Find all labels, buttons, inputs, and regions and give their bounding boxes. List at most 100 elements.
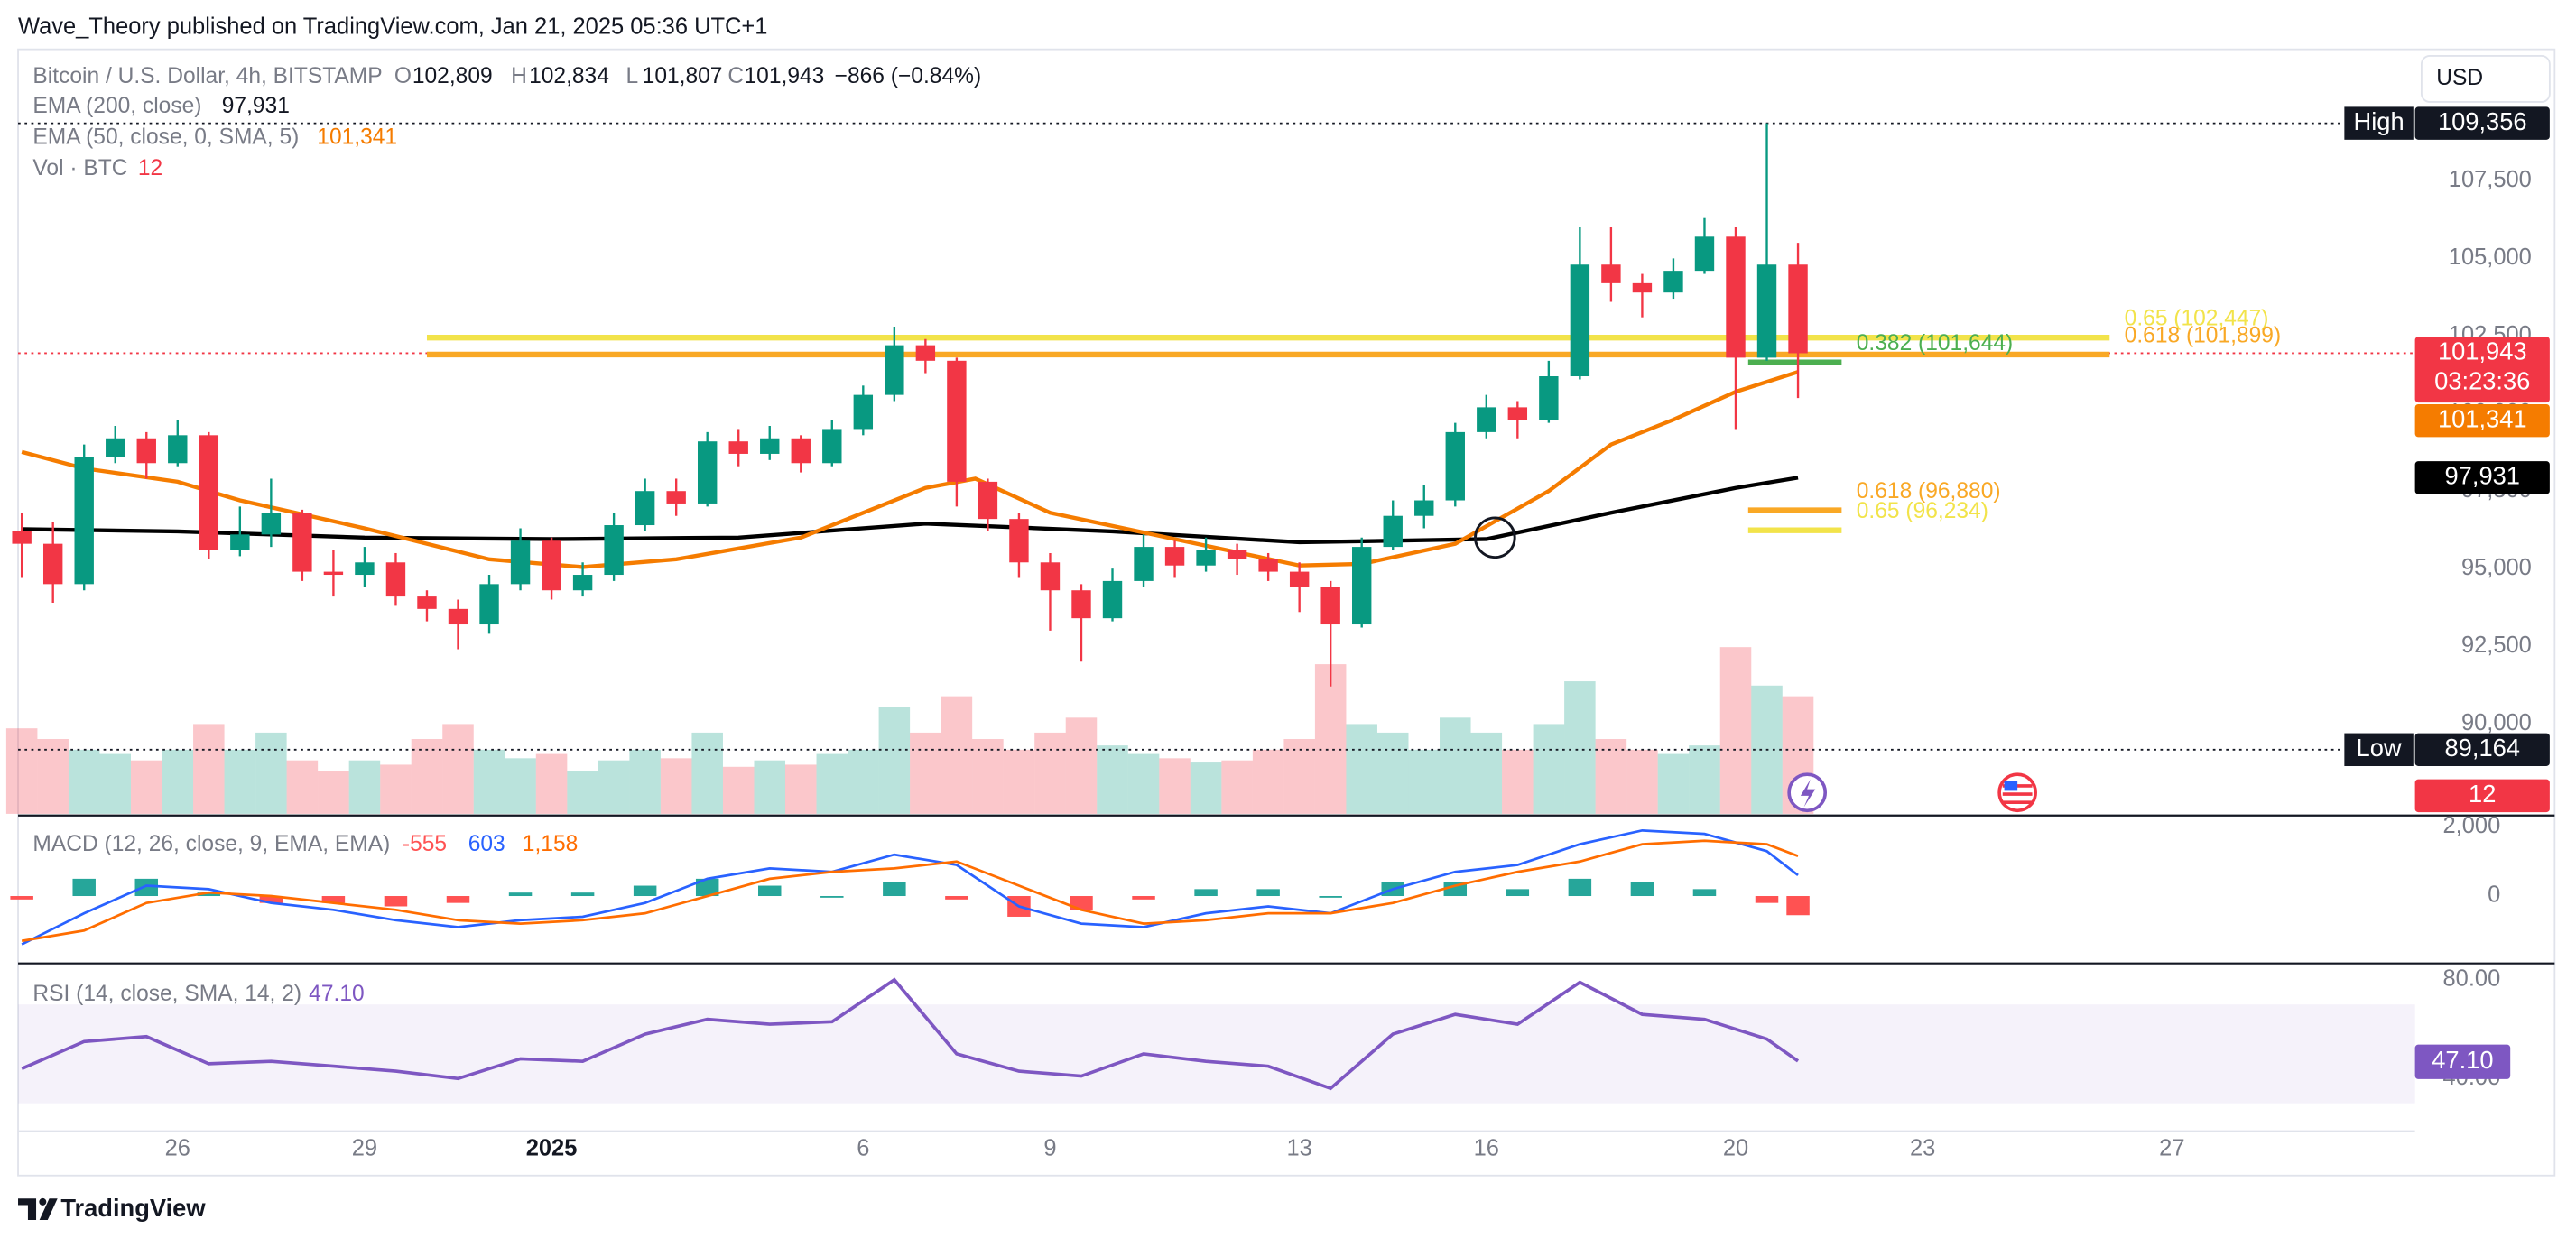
volume-bar (1470, 732, 1503, 814)
ema50-tag-box (2414, 403, 2550, 438)
volume-bar (1314, 664, 1347, 814)
volume-bar (442, 724, 474, 814)
candle-body (791, 438, 811, 464)
candle-body (1507, 407, 1528, 420)
ema200-value: 97,931 (222, 94, 290, 118)
candle-body (1258, 559, 1278, 572)
candle-body (448, 608, 468, 625)
candle-body (947, 360, 967, 482)
volume-bar (598, 760, 630, 814)
candle-body (1445, 431, 1465, 501)
candle-body (1632, 282, 1653, 293)
volume-bar (941, 696, 973, 814)
x-tick-label: 20 (1723, 1135, 1748, 1160)
ohlc-value: 101,807 (643, 64, 723, 88)
volume-bar (1440, 717, 1471, 814)
candle-body (136, 438, 156, 464)
rsi-tag-text: 47.10 (2432, 1046, 2493, 1074)
ema200-tag: 97,931 (2414, 461, 2550, 494)
volume-bar (1595, 739, 1627, 814)
candle-body (604, 525, 624, 576)
crossover-marker (1474, 516, 1516, 559)
volume-tag-text: 12 (2469, 780, 2496, 808)
candle-body (1570, 264, 1590, 377)
candle-body (1694, 236, 1715, 272)
macd-histogram-bar (197, 892, 221, 897)
last-price-tag-text: 03:23:36 (2434, 366, 2530, 394)
volume-bar (193, 724, 225, 814)
volume-bar (1252, 749, 1284, 814)
extreme-tag (2344, 106, 2414, 140)
last-price-tag-box (2414, 337, 2550, 403)
volume-bar (1283, 739, 1315, 814)
candle-body (885, 345, 904, 395)
ema50-tag: 101,341 (2414, 403, 2550, 438)
extreme-tag (2344, 733, 2414, 767)
volume-bar (473, 749, 505, 814)
candle-body (728, 441, 748, 454)
candle-body (1756, 264, 1777, 358)
candle-body (1289, 571, 1310, 587)
ohlc-value: 102,834 (529, 64, 609, 88)
candle-body (292, 513, 312, 572)
volume-bar (411, 739, 443, 814)
volume-bar (660, 758, 692, 814)
plot-layer: 87,50090,00092,50095,00097,500100,000102… (5, 106, 2550, 1160)
y-tick-label: 90,000 (2461, 710, 2532, 735)
y-tick-label: 0 (2488, 882, 2500, 908)
candle-body (1134, 547, 1154, 581)
macd-histogram-bar (820, 896, 844, 898)
volume-bar (255, 732, 287, 814)
macd-histogram-bar (1568, 878, 1592, 897)
candle-body (1102, 580, 1123, 619)
y-tick-label: 92,500 (2461, 633, 2532, 658)
ema200-tag-text: 97,931 (2445, 462, 2520, 490)
x-tick-label: 27 (2159, 1135, 2184, 1160)
rsi-line (21, 977, 1800, 1091)
candle-body (74, 457, 94, 585)
currency-button[interactable] (2420, 55, 2551, 103)
volume-bar (878, 707, 911, 814)
fib-level-label: 0.618 (96,880) (1857, 479, 2001, 504)
ohlc-key: H (511, 64, 527, 88)
ema50-legend: EMA (50, close, 0, SMA, 5) (32, 125, 299, 150)
volume-bar (1065, 717, 1098, 814)
y-tick-label: 105,000 (2449, 245, 2532, 270)
candle-body (1383, 515, 1403, 548)
ohlc-key: O (394, 64, 412, 88)
macd-histogram-bar (945, 896, 968, 900)
x-tick-label: 23 (1910, 1135, 1935, 1160)
volume-bar (99, 753, 131, 814)
volume-bar (629, 749, 661, 814)
candle-body (1477, 407, 1496, 432)
volume-bar (1003, 749, 1035, 814)
macd-histogram-bar (1630, 882, 1654, 897)
macd-line (21, 828, 1799, 946)
volume-bar (848, 749, 879, 814)
candle-body (1726, 236, 1746, 358)
candle-body (1352, 547, 1372, 625)
volume-bar (224, 749, 256, 814)
symbol-title: Bitcoin / U.S. Dollar, 4h, BITSTAMP (32, 64, 382, 88)
candle-body (1320, 587, 1340, 625)
macd-histogram-bar (1319, 896, 1342, 898)
x-tick-label: 2025 (526, 1135, 578, 1160)
candle-body (760, 438, 780, 454)
x-tick-label: 26 (165, 1135, 190, 1160)
volume-tag: 12 (2414, 779, 2550, 813)
extreme-value-tag-box (2414, 733, 2550, 767)
macd-histogram-bar (1443, 882, 1468, 897)
volume-bar (1159, 758, 1191, 814)
candle-body (106, 438, 125, 457)
volume-bar (130, 760, 162, 814)
volume-bar (380, 764, 412, 814)
candle-body (542, 540, 561, 591)
volume-bar (1034, 732, 1066, 814)
extreme-value-tag-text: 109,356 (2438, 107, 2527, 135)
volume-bar (348, 760, 381, 814)
brand: TradingView (60, 1194, 206, 1222)
currency: USD (2436, 66, 2483, 90)
volume-tag-box (2414, 779, 2550, 813)
candle-body (42, 543, 63, 585)
